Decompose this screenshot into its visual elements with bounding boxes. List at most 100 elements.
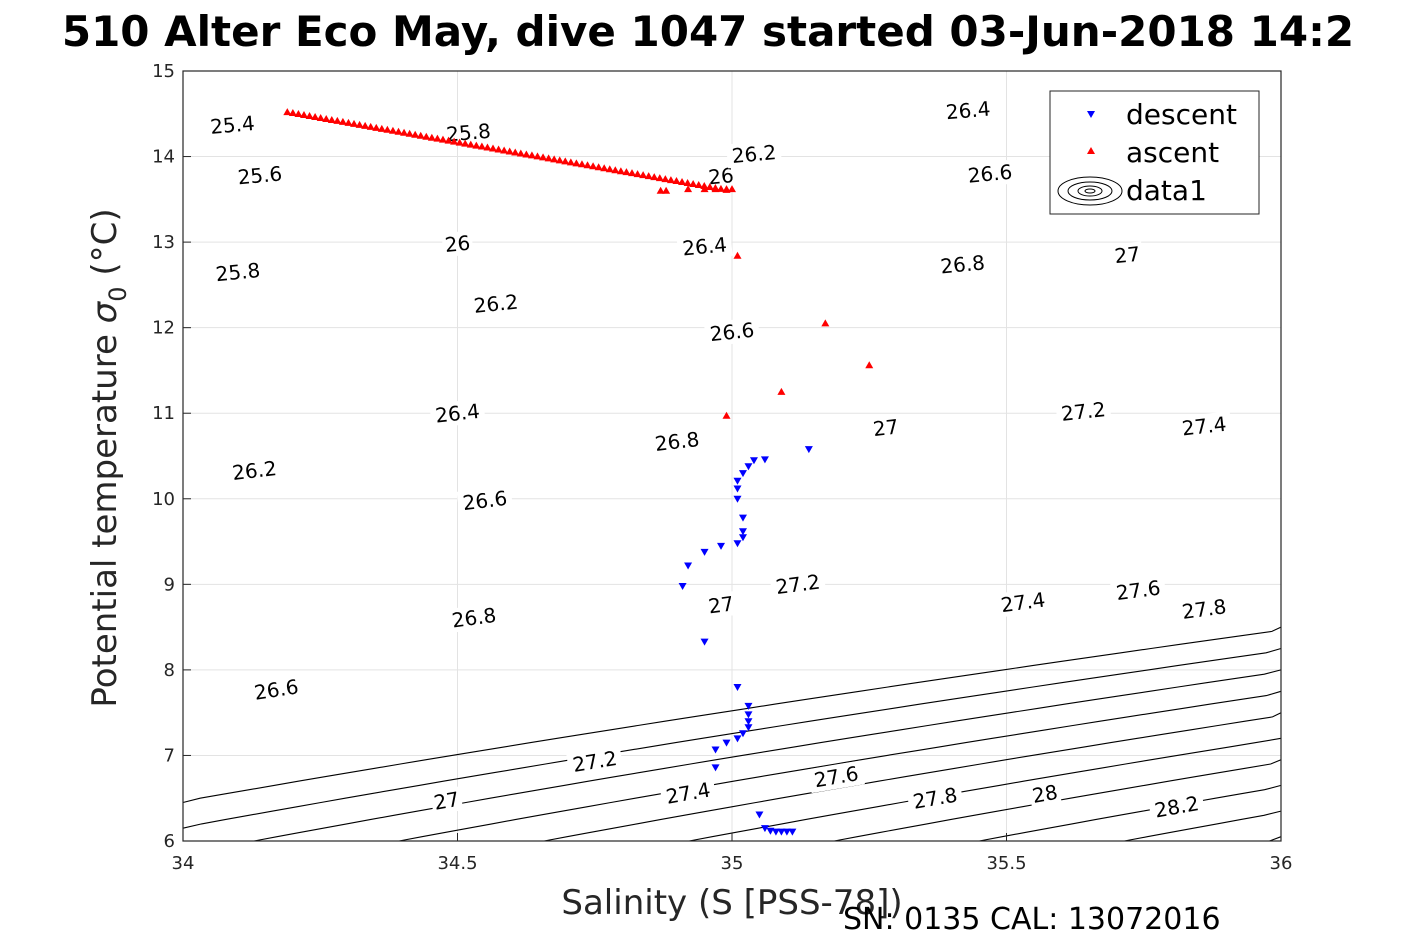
descent-point — [760, 456, 769, 464]
ascent-point — [455, 138, 464, 146]
isopycnal-label-text: 27 — [1113, 242, 1141, 268]
x-tick-label: 35.5 — [986, 853, 1026, 874]
ascent-point — [344, 118, 353, 126]
isopycnal-label: 26.2 — [467, 289, 524, 319]
isopycnal-label: 25.4 — [204, 110, 261, 140]
ascent-point — [361, 121, 370, 129]
ascent-point — [722, 185, 731, 193]
legend-label-ascent: ascent — [1126, 136, 1219, 169]
y-axis-label-unit: (°C) — [85, 208, 125, 286]
isopycnal-line — [398, 690, 1282, 842]
isopycnal-label-text: 26 — [444, 231, 472, 257]
ascent-point — [299, 111, 308, 119]
ascent-point — [294, 110, 303, 118]
isopycnal-line — [979, 784, 1282, 842]
ascent-point — [650, 173, 659, 181]
isopycnal-label-text: 27.2 — [774, 569, 821, 599]
descent-point — [744, 724, 753, 732]
isopycnal-label: 27.8 — [1175, 593, 1233, 625]
ascent-point — [821, 319, 830, 327]
legend-label-data1: data1 — [1126, 174, 1207, 207]
ascent-point — [550, 155, 559, 163]
ascent-point — [728, 185, 736, 193]
ascent-point — [438, 135, 447, 143]
ascent-point — [505, 147, 514, 155]
ascent-point — [366, 122, 375, 130]
ascent-point — [572, 159, 581, 167]
descent-point — [738, 470, 747, 478]
isopycnal-label-text: 26.6 — [461, 486, 508, 515]
ascent-point — [489, 144, 498, 152]
ascent-point — [683, 179, 692, 187]
isopycnal-line — [1269, 836, 1282, 842]
ascent-point — [383, 125, 392, 133]
isopycnal-label: 26.6 — [962, 159, 1018, 189]
ascent-point — [583, 161, 592, 169]
ascent-point — [338, 117, 347, 125]
isopycnal-label-text: 26.4 — [681, 232, 728, 260]
isopycnal-label-bg — [441, 230, 474, 258]
descent-point — [711, 746, 720, 754]
ascent-point — [600, 164, 609, 172]
y-tick-label: 7 — [164, 745, 175, 766]
descent-point — [771, 828, 780, 836]
isopycnal-label-text: 26.8 — [450, 603, 497, 633]
isopycnal-label-bg — [209, 257, 266, 287]
y-tick-label: 6 — [164, 831, 175, 852]
descent-point — [766, 827, 775, 835]
descent-point — [744, 463, 753, 471]
isopycnal-label-bg — [934, 249, 991, 279]
ascent-point — [388, 126, 397, 134]
ascent-point — [433, 134, 442, 142]
ascent-point — [639, 171, 648, 179]
x-tick-label: 35 — [721, 853, 744, 874]
isopycnal-line — [544, 712, 1282, 842]
isopycnal-label-text: 27 — [872, 414, 900, 441]
descent-point — [777, 828, 786, 836]
isopycnal-label-bg — [648, 426, 706, 457]
isopycnal-line — [182, 626, 1282, 804]
isopycnal-label-bg — [1055, 396, 1112, 427]
y-axis-label-sub: 0 — [104, 286, 132, 301]
descent-point — [733, 684, 742, 691]
descent-point — [738, 730, 747, 738]
ascent-point — [283, 108, 292, 116]
ascent-point — [327, 115, 336, 123]
ascent-point — [466, 140, 475, 148]
ascent-point — [662, 186, 671, 194]
isopycnal-label-bg — [429, 398, 486, 429]
isopycnal-label: 26.2 — [226, 455, 283, 486]
isopycnal-label: 27.6 — [807, 760, 865, 794]
y-tick-label: 15 — [152, 61, 175, 82]
isopycnal-label: 26.8 — [445, 602, 503, 634]
isopycnal-label-bg — [676, 231, 733, 261]
ascent-point — [533, 152, 542, 160]
isopycnal-label-text: 26.6 — [709, 318, 756, 346]
chart-title: 510 Alter Eco May, dive 1047 started 03-… — [62, 7, 1354, 56]
isopycnal-label-text: 27.2 — [1060, 397, 1107, 426]
ascent-point — [316, 113, 325, 121]
isopycnal-label: 26.4 — [429, 398, 486, 429]
ascent-point — [333, 116, 342, 124]
ascent-point — [422, 132, 431, 140]
isopycnal-label-bg — [231, 161, 288, 190]
legend-box — [1049, 90, 1260, 215]
ascent-point — [372, 123, 381, 131]
y-tick-label: 13 — [152, 232, 175, 253]
isopycnal-label-text: 26.2 — [731, 140, 777, 168]
isopycnal-label-text: 25.8 — [215, 258, 262, 286]
isopycnal-label-text: 27 — [432, 787, 461, 815]
x-axis-ticks: 34 34.5 35 35.5 36 — [172, 833, 1292, 874]
isopycnal-label: 26.4 — [676, 231, 733, 261]
isopycnal-line — [182, 647, 1282, 829]
isopycnal-label-text: 28 — [1030, 780, 1059, 808]
descent-point — [788, 828, 797, 836]
descent-point — [744, 702, 753, 710]
ascent-point — [633, 170, 642, 178]
isopycnal-label-bg — [994, 586, 1052, 618]
ascent-point — [678, 178, 687, 186]
descent-point — [744, 711, 753, 719]
isopycnal-label: 27.4 — [1175, 411, 1233, 442]
descent-point — [744, 718, 753, 726]
